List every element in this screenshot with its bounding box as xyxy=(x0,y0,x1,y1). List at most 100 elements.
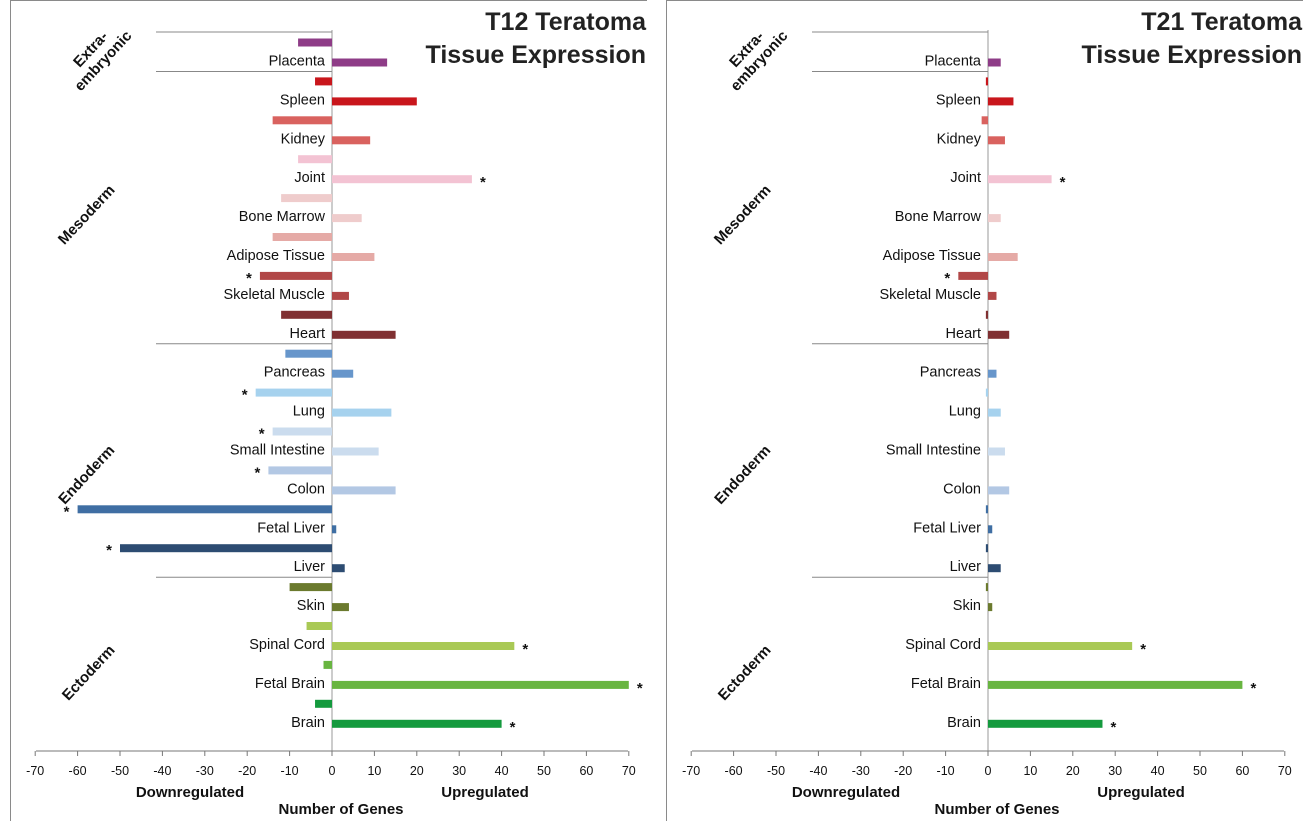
x-tick-label: 20 xyxy=(410,764,424,778)
bar-up-small-intestine xyxy=(988,447,1005,456)
category-label-colon: Colon xyxy=(287,481,325,497)
bar-down-skin xyxy=(985,583,988,592)
significance-star: * xyxy=(522,641,528,658)
bar-down-fetal-brain xyxy=(323,660,332,669)
category-label-skeletal-muscle: Skeletal Muscle xyxy=(223,287,325,303)
x-caption-downregulated: Downregulated xyxy=(792,784,900,801)
category-label-spinal-cord: Spinal Cord xyxy=(249,637,325,653)
bar-up-heart xyxy=(988,330,1010,339)
x-tick-label: -40 xyxy=(809,764,827,778)
bar-up-brain xyxy=(988,719,1103,728)
category-label-small-intestine: Small Intestine xyxy=(886,443,981,459)
group-label-mesoderm: Mesoderm xyxy=(711,182,775,248)
x-tick-label: -20 xyxy=(238,764,256,778)
x-axis-title: Number of Genes xyxy=(934,801,1059,818)
significance-star: * xyxy=(254,464,260,481)
significance-star: * xyxy=(1250,680,1256,697)
chart-title-line: Tissue Expression xyxy=(426,41,646,69)
panel-frame xyxy=(666,0,1303,821)
x-tick-label: -60 xyxy=(725,764,743,778)
x-tick-label: 60 xyxy=(1235,764,1249,778)
group-label-ectoderm: Ectoderm xyxy=(59,642,119,704)
significance-star: * xyxy=(106,542,112,559)
significance-star: * xyxy=(242,387,248,404)
group-label-line: Mesoderm xyxy=(711,182,775,248)
x-tick-label: -50 xyxy=(111,764,129,778)
category-label-joint: Joint xyxy=(950,170,981,186)
bar-up-pancreas xyxy=(332,369,354,378)
bar-down-kidney xyxy=(272,116,332,125)
bar-down-skeletal-muscle xyxy=(259,271,332,280)
chart-panel-t12: T12 Teratoma Tissue Expression Extra-embry… xyxy=(0,0,647,821)
chart-title: T12 Teratoma Tissue Expression xyxy=(426,8,647,69)
bar-down-joint xyxy=(298,155,332,164)
category-label-kidney: Kidney xyxy=(281,131,326,147)
bar-up-liver xyxy=(988,564,1001,573)
category-label-pancreas: Pancreas xyxy=(264,365,325,381)
bar-up-fetal-liver xyxy=(988,525,993,534)
bar-up-kidney xyxy=(988,136,1005,145)
category-label-skeletal-muscle: Skeletal Muscle xyxy=(879,287,981,303)
panel-frame xyxy=(10,0,647,821)
x-tick-label: 40 xyxy=(1151,764,1165,778)
bar-down-lung xyxy=(985,388,988,397)
category-label-heart: Heart xyxy=(946,326,981,342)
group-label-mesoderm: Mesoderm xyxy=(55,182,119,248)
group-label-ectoderm: Ectoderm xyxy=(715,642,775,704)
category-label-bone-marrow: Bone Marrow xyxy=(895,209,982,225)
significance-star: * xyxy=(637,680,643,697)
x-tick-label: 0 xyxy=(329,764,336,778)
x-tick-label: 20 xyxy=(1066,764,1080,778)
bar-up-joint xyxy=(988,175,1052,184)
x-caption-upregulated: Upregulated xyxy=(441,784,529,801)
category-label-liver: Liver xyxy=(950,559,982,575)
category-label-bone-marrow: Bone Marrow xyxy=(239,209,326,225)
significance-star: * xyxy=(259,426,265,443)
category-label-kidney: Kidney xyxy=(937,131,982,147)
group-label-line: Endoderm xyxy=(55,442,118,508)
chart-title-line: Tissue Expression xyxy=(1082,41,1302,69)
category-label-heart: Heart xyxy=(290,326,325,342)
bar-up-placenta xyxy=(988,58,1001,67)
group-label-extra-embryonic: Extra-embryonic xyxy=(715,16,792,95)
bar-down-pancreas xyxy=(285,349,332,358)
significance-star: * xyxy=(1111,719,1117,736)
x-tick-label: -20 xyxy=(894,764,912,778)
bar-down-heart xyxy=(281,310,332,319)
category-label-lung: Lung xyxy=(293,404,325,420)
group-label-endoderm: Endoderm xyxy=(55,442,118,508)
category-label-spleen: Spleen xyxy=(936,92,981,108)
x-tick-label: 30 xyxy=(1108,764,1122,778)
bar-up-colon xyxy=(988,486,1010,495)
group-label-endoderm: Endoderm xyxy=(711,442,774,508)
bar-up-colon xyxy=(332,486,396,495)
x-tick-label: -70 xyxy=(682,764,700,778)
bar-up-heart xyxy=(332,330,396,339)
significance-star: * xyxy=(944,270,950,287)
category-label-brain: Brain xyxy=(947,715,981,731)
bar-up-kidney xyxy=(332,136,371,145)
x-tick-label: -30 xyxy=(852,764,870,778)
chart-title-line: T12 Teratoma xyxy=(485,8,647,36)
bar-up-bone-marrow xyxy=(332,214,362,223)
significance-star: * xyxy=(64,503,70,520)
bar-down-spleen xyxy=(985,77,988,86)
bar-down-liver xyxy=(985,544,988,553)
group-label-line: Endoderm xyxy=(711,442,774,508)
x-tick-label: 70 xyxy=(622,764,636,778)
bar-up-bone-marrow xyxy=(988,214,1001,223)
bar-up-joint xyxy=(332,175,472,184)
x-tick-label: -50 xyxy=(767,764,785,778)
bar-up-spleen xyxy=(988,97,1014,106)
x-axis-title: Number of Genes xyxy=(278,801,403,818)
category-label-brain: Brain xyxy=(291,715,325,731)
category-label-placenta: Placenta xyxy=(269,54,326,70)
bar-up-spinal-cord xyxy=(332,642,515,650)
category-label-liver: Liver xyxy=(294,559,326,575)
chart-title: T21 Teratoma Tissue Expression xyxy=(1082,8,1303,69)
x-tick-label: 70 xyxy=(1278,764,1292,778)
chart-t21-svg: T21 Teratoma Tissue Expression Extra-embry… xyxy=(666,0,1303,821)
bar-up-skin xyxy=(988,603,993,612)
bar-up-small-intestine xyxy=(332,447,379,456)
bar-up-brain xyxy=(332,719,502,728)
